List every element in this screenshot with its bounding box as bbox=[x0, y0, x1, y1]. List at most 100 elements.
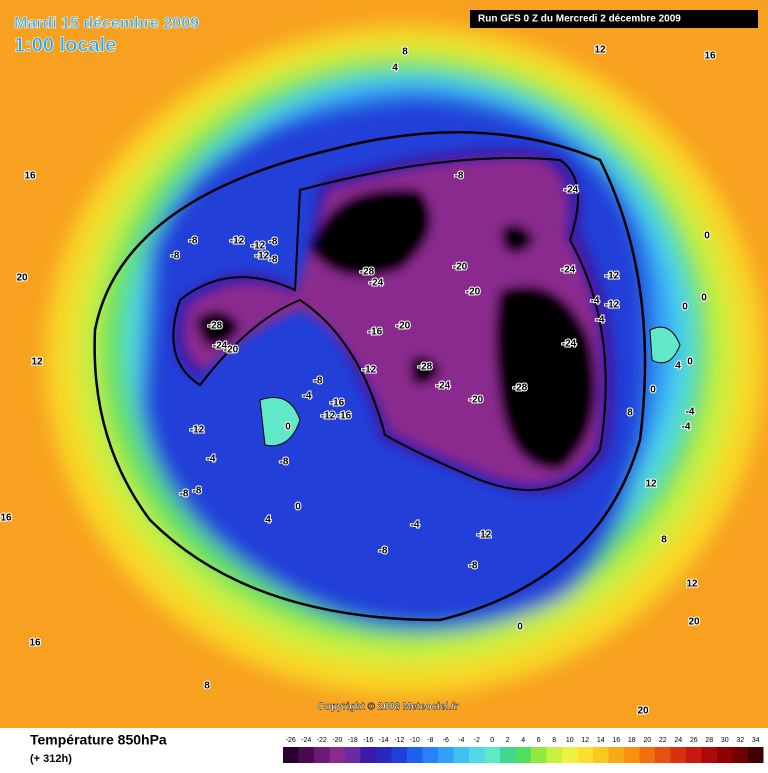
scale-label: 2 bbox=[506, 737, 510, 744]
contour-label: 0 bbox=[682, 302, 688, 313]
scale-swatch bbox=[515, 747, 531, 763]
scale-swatch bbox=[329, 747, 345, 763]
scale-label: -10 bbox=[410, 737, 420, 744]
run-box bbox=[470, 10, 758, 28]
scale-swatch bbox=[593, 747, 609, 763]
contour-label: -20 bbox=[453, 262, 468, 273]
scale-swatch bbox=[531, 747, 547, 763]
contour-label: -8 bbox=[455, 171, 464, 182]
scale-swatch bbox=[391, 747, 407, 763]
contour-label: -16 bbox=[337, 411, 352, 422]
contour-label: 12 bbox=[594, 45, 606, 56]
contour-label: 0 bbox=[704, 231, 710, 242]
contour-label: -8 bbox=[180, 489, 189, 500]
contour-label: -4 bbox=[411, 520, 420, 531]
scale-label: 26 bbox=[690, 737, 698, 744]
scale-swatch bbox=[484, 747, 500, 763]
scale-swatch bbox=[701, 747, 717, 763]
contour-label: -16 bbox=[368, 327, 383, 338]
scale-swatch bbox=[686, 747, 702, 763]
contour-label: 12 bbox=[686, 579, 698, 590]
scale-label: 14 bbox=[597, 737, 605, 744]
contour-label: 8 bbox=[204, 681, 210, 692]
contour-label: -12 bbox=[321, 411, 336, 422]
scale-label: 4 bbox=[521, 737, 525, 744]
contour-label: -20 bbox=[469, 395, 484, 406]
contour-label: -12 bbox=[362, 365, 377, 376]
contour-label: -20 bbox=[466, 287, 481, 298]
contour-label: 20 bbox=[688, 617, 700, 628]
lead-time: (+ 312h) bbox=[30, 753, 72, 765]
scale-label: 6 bbox=[537, 737, 541, 744]
contour-label: -8 bbox=[314, 376, 323, 387]
contour-label: 12 bbox=[31, 357, 43, 368]
contour-label: -24 bbox=[213, 341, 228, 352]
run-info: Run GFS 0 Z du Mercredi 2 décembre 2009 bbox=[478, 14, 681, 25]
contour-label: 4 bbox=[392, 63, 398, 74]
contour-label: -8 bbox=[269, 255, 278, 266]
scale-label: 18 bbox=[628, 737, 636, 744]
contour-label: 16 bbox=[704, 51, 716, 62]
contour-label: -4 bbox=[207, 454, 216, 465]
contour-label: -12 bbox=[605, 271, 620, 282]
contour-label: 0 bbox=[650, 385, 656, 396]
header: Mardi 15 décembre 2009 1:00 locale Run G… bbox=[14, 10, 758, 57]
contour-label: 4 bbox=[265, 515, 271, 526]
contour-label: -28 bbox=[513, 383, 528, 394]
scale-swatch bbox=[562, 747, 578, 763]
scale-swatch bbox=[546, 747, 562, 763]
contour-label: -12 bbox=[230, 236, 245, 247]
contour-label: -4 bbox=[682, 422, 691, 433]
forecast-date: Mardi 15 décembre 2009 bbox=[14, 15, 199, 32]
scale-swatch bbox=[500, 747, 516, 763]
scale-label: 24 bbox=[674, 737, 682, 744]
contour-label: 0 bbox=[517, 622, 523, 633]
scale-swatch bbox=[577, 747, 593, 763]
contour-label: -12 bbox=[251, 241, 266, 252]
scale-label: 32 bbox=[736, 737, 744, 744]
scale-swatch bbox=[422, 747, 438, 763]
scale-swatch bbox=[376, 747, 392, 763]
contour-label: -8 bbox=[469, 561, 478, 572]
contour-label: 20 bbox=[16, 273, 28, 284]
scale-swatch bbox=[732, 747, 748, 763]
contour-label: 16 bbox=[24, 171, 36, 182]
contour-label: -4 bbox=[686, 407, 695, 418]
scale-label: 8 bbox=[552, 737, 556, 744]
contour-label: -8 bbox=[189, 236, 198, 247]
scale-label: 34 bbox=[752, 737, 760, 744]
scale-label: 10 bbox=[566, 737, 574, 744]
variable-name: Température 850hPa bbox=[30, 732, 167, 748]
contour-label: 8 bbox=[402, 47, 408, 58]
scale-label: 12 bbox=[581, 737, 589, 744]
contour-label: 8 bbox=[627, 408, 633, 419]
contour-label: 4 bbox=[675, 361, 681, 372]
contour-label: -8 bbox=[280, 457, 289, 468]
scale-label: -26 bbox=[286, 737, 296, 744]
contour-label: 0 bbox=[285, 422, 291, 433]
scale-swatch bbox=[314, 747, 330, 763]
contour-label: 12 bbox=[645, 479, 657, 490]
contour-label: -24 bbox=[561, 265, 576, 276]
contour-label: -24 bbox=[562, 339, 577, 350]
contour-label: -12 bbox=[605, 300, 620, 311]
scale-label: -20 bbox=[332, 737, 342, 744]
scale-label: -12 bbox=[394, 737, 404, 744]
copyright: Copyright © 2008 Meteociel.fr bbox=[318, 702, 459, 713]
contour-label: 0 bbox=[687, 357, 693, 368]
contour-label: -20 bbox=[224, 345, 239, 356]
contour-label: 16 bbox=[0, 513, 12, 524]
scale-swatch bbox=[655, 747, 671, 763]
contour-label: -4 bbox=[303, 391, 312, 402]
contour-label: 0 bbox=[295, 502, 301, 513]
scale-swatch bbox=[283, 747, 299, 763]
contour-label: 16 bbox=[29, 638, 41, 649]
scale-swatch bbox=[639, 747, 655, 763]
contour-label: -12 bbox=[477, 530, 492, 541]
contour-label: -8 bbox=[171, 251, 180, 262]
temperature-field bbox=[0, 0, 768, 728]
scale-label: 0 bbox=[490, 737, 494, 744]
scale-swatch bbox=[748, 747, 764, 763]
